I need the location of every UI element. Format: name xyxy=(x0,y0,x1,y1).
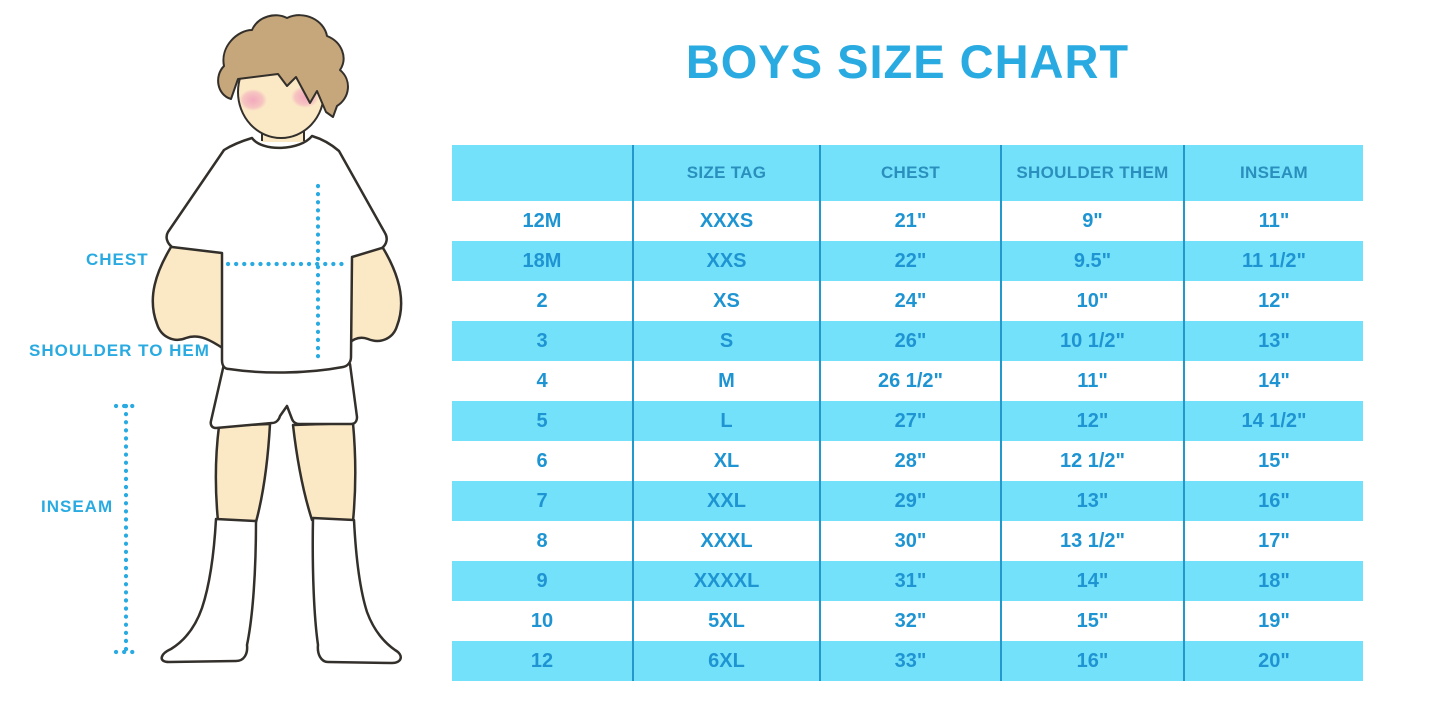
table-cell: 17" xyxy=(1183,521,1363,561)
table-cell: 14 1/2" xyxy=(1183,401,1363,441)
table-cell: 10" xyxy=(1000,281,1184,321)
table-cell: XXL xyxy=(632,481,820,521)
table-cell: 10 xyxy=(530,609,554,632)
table-cell: 18M xyxy=(522,249,562,272)
table-cell: 8 xyxy=(536,529,548,552)
table-cell: S xyxy=(632,321,820,361)
table-cell: 6 xyxy=(536,449,548,472)
right-leg xyxy=(291,421,357,523)
table-cell: 22" xyxy=(819,241,1001,281)
table-cell: 12M xyxy=(522,209,562,232)
column-header-size xyxy=(452,145,633,201)
column-header-chest: CHEST xyxy=(819,145,1001,201)
right-arm xyxy=(344,241,403,349)
t-shirt xyxy=(165,134,388,374)
table-cell: M xyxy=(632,361,820,401)
table-cell: 18" xyxy=(1183,561,1363,601)
right-sock xyxy=(311,516,402,665)
table-cell: XS xyxy=(632,281,820,321)
column-header-inseam: INSEAM xyxy=(1183,145,1363,201)
table-row: 18M XXS 22" 9.5" 11 1/2" xyxy=(452,241,1363,281)
table-cell: 4 xyxy=(536,369,548,392)
table-body: 12M XXXS 21" 9" 11" 18M XXS 22" 9.5" 11 1/2" 2 XS 24… xyxy=(452,201,1363,681)
table-cell: 21" xyxy=(819,201,1001,241)
table-cell: XXXXL xyxy=(632,561,820,601)
table-row: 9 XXXXL 31" 14" 18" xyxy=(452,561,1363,601)
table-cell: 16" xyxy=(1183,481,1363,521)
table-row: 7 XXL 29" 13" 16" xyxy=(452,481,1363,521)
size-table: SIZE TAG CHEST SHOULDER THEM INSEAM 12M XXXS… xyxy=(452,145,1363,681)
table-cell: 15" xyxy=(1000,601,1184,641)
table-cell: 30" xyxy=(819,521,1001,561)
table-cell: 13" xyxy=(1183,321,1363,361)
table-cell: 14" xyxy=(1000,561,1184,601)
table-cell: 29" xyxy=(819,481,1001,521)
table-cell: XXXS xyxy=(632,201,820,241)
inseam-label: INSEAM xyxy=(41,497,114,516)
table-cell: 9" xyxy=(1000,201,1184,241)
table-row: 10 5XL 32" 15" 19" xyxy=(452,601,1363,641)
left-blush xyxy=(239,89,267,111)
table-row: 5 L 27" 12" 14 1/2" xyxy=(452,401,1363,441)
table-cell: 5 xyxy=(536,409,548,432)
table-cell: 20" xyxy=(1183,641,1363,681)
table-cell: 12 1/2" xyxy=(1000,441,1184,481)
table-cell: 9 xyxy=(536,569,548,592)
table-cell: 16" xyxy=(1000,641,1184,681)
table-cell: 13 1/2" xyxy=(1000,521,1184,561)
table-cell: 12 xyxy=(530,649,554,672)
table-cell: 3 xyxy=(536,329,548,352)
shorts xyxy=(209,362,359,430)
table-row: 12M XXXS 21" 9" 11" xyxy=(452,201,1363,241)
table-cell: 26" xyxy=(819,321,1001,361)
table-cell: 15" xyxy=(1183,441,1363,481)
left-sock xyxy=(160,517,258,664)
table-row: 6 XL 28" 12 1/2" 15" xyxy=(452,441,1363,481)
table-cell: 11 1/2" xyxy=(1183,241,1363,281)
table-cell: XXXL xyxy=(632,521,820,561)
hair xyxy=(217,14,349,118)
left-arm xyxy=(151,242,226,351)
table-cell: 26 1/2" xyxy=(819,361,1001,401)
table-row: 2 XS 24" 10" 12" xyxy=(452,281,1363,321)
shoulder-to-hem-label: SHOULDER TO HEM xyxy=(29,341,210,360)
table-row: 4 M 26 1/2" 11" 14" xyxy=(452,361,1363,401)
boy-figure-illustration xyxy=(113,14,403,665)
table-row: 8 XXXL 30" 13 1/2" 17" xyxy=(452,521,1363,561)
table-cell: XL xyxy=(632,441,820,481)
table-cell: 27" xyxy=(819,401,1001,441)
column-header-size-tag: SIZE TAG xyxy=(632,145,820,201)
table-header-row: SIZE TAG CHEST SHOULDER THEM INSEAM xyxy=(452,145,1363,201)
table-cell: 10 1/2" xyxy=(1000,321,1184,361)
table-cell: 31" xyxy=(819,561,1001,601)
page-title: BOYS SIZE CHART xyxy=(685,35,1130,88)
table-cell: 33" xyxy=(819,641,1001,681)
table-cell: 9.5" xyxy=(1000,241,1184,281)
chest-label: CHEST xyxy=(86,250,149,269)
table-cell: 12" xyxy=(1000,401,1184,441)
table-cell: 13" xyxy=(1000,481,1184,521)
column-header-shoulder-them: SHOULDER THEM xyxy=(1000,145,1184,201)
table-cell: 5XL xyxy=(632,601,820,641)
table-cell: 7 xyxy=(536,489,548,512)
table-cell: 11" xyxy=(1000,361,1184,401)
table-row: 12 6XL 33" 16" 20" xyxy=(452,641,1363,681)
table-cell: 6XL xyxy=(632,641,820,681)
table-cell: 19" xyxy=(1183,601,1363,641)
table-cell: L xyxy=(632,401,820,441)
table-cell: 12" xyxy=(1183,281,1363,321)
table-cell: 24" xyxy=(819,281,1001,321)
table-cell: 14" xyxy=(1183,361,1363,401)
table-row: 3 S 26" 10 1/2" 13" xyxy=(452,321,1363,361)
left-leg xyxy=(214,422,272,524)
table-cell: 2 xyxy=(536,289,548,312)
table-cell: XXS xyxy=(632,241,820,281)
table-cell: 32" xyxy=(819,601,1001,641)
table-cell: 28" xyxy=(819,441,1001,481)
table-cell: 11" xyxy=(1183,201,1363,241)
